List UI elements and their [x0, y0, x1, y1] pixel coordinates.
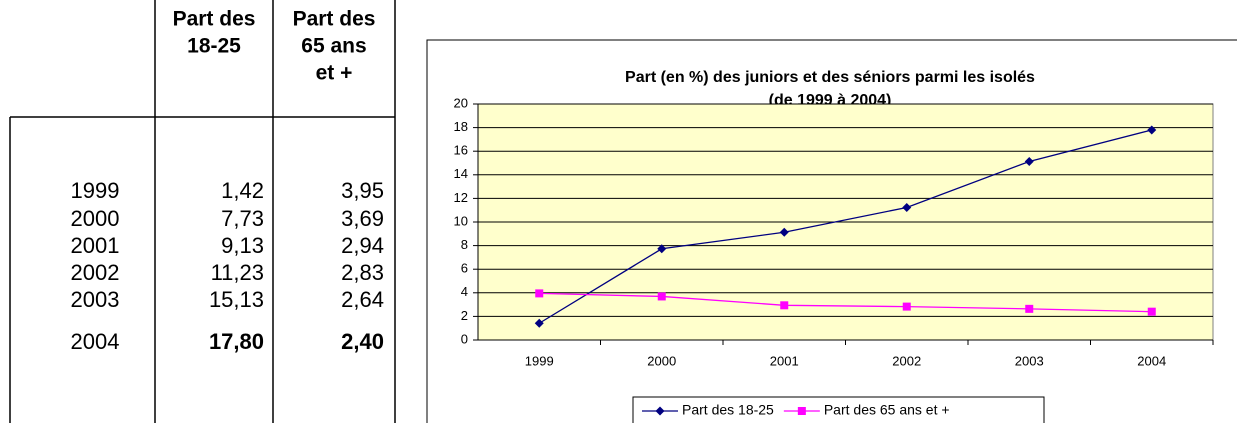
- marker: [902, 202, 912, 212]
- table-cell: 1,42: [221, 178, 264, 203]
- legend: [632, 396, 1045, 423]
- table-cell: 15,13: [209, 287, 264, 312]
- table-cell: 2,83: [341, 260, 384, 285]
- y-tick-label: 6: [461, 261, 468, 276]
- y-tick-label: 0: [461, 331, 468, 346]
- marker: [1147, 307, 1156, 316]
- marker: [535, 289, 544, 298]
- y-tick-label: 10: [454, 213, 468, 228]
- table-cell: 2,64: [341, 287, 384, 312]
- series-line: [538, 129, 1152, 324]
- marker: [655, 406, 665, 416]
- column-header: 65 ans: [301, 35, 366, 58]
- x-tick-label: 2000: [647, 353, 676, 368]
- table-cell: 2,40: [341, 329, 384, 354]
- legend-label: Part des 65 ans et +: [824, 402, 950, 418]
- y-tick-label: 2: [461, 308, 468, 323]
- y-tick-label: 8: [461, 237, 468, 252]
- chart-title: Part (en %) des juniors et des séniors p…: [625, 69, 1035, 86]
- y-tick-label: 16: [454, 143, 468, 158]
- y-tick-label: 12: [454, 190, 468, 205]
- y-tick-label: 14: [454, 166, 468, 181]
- column-header: et +: [316, 62, 353, 85]
- marker: [797, 407, 806, 415]
- marker: [534, 318, 544, 328]
- table-cell: 2,94: [341, 233, 384, 258]
- legend-label: Part des 18-25: [682, 402, 774, 418]
- table-cell: 9,13: [221, 233, 264, 258]
- x-tick-label: 2004: [1137, 353, 1166, 368]
- marker: [902, 302, 911, 311]
- x-tick-label: 2003: [1015, 353, 1044, 368]
- marker: [779, 227, 789, 237]
- row-label: 2004: [71, 329, 120, 354]
- row-label: 2001: [71, 233, 120, 258]
- table-cell: 11,23: [211, 260, 264, 285]
- column-header: Part des: [293, 8, 376, 31]
- marker: [1024, 156, 1034, 166]
- marker: [1147, 125, 1157, 135]
- row-label: 2003: [71, 287, 120, 312]
- column-header: Part des: [173, 8, 256, 31]
- marker: [1025, 304, 1034, 313]
- marker: [657, 244, 667, 254]
- y-tick-label: 4: [461, 284, 468, 299]
- marker: [780, 301, 789, 310]
- table-cell: 17,80: [209, 329, 264, 354]
- x-tick-label: 1999: [525, 353, 554, 368]
- table-cell: 3,95: [341, 178, 384, 203]
- table-rules: [9, 0, 396, 423]
- y-tick-label: 18: [454, 119, 468, 134]
- x-tick-label: 2002: [892, 353, 921, 368]
- row-label: 2002: [71, 260, 120, 285]
- row-label: 1999: [71, 178, 120, 203]
- series-line: [539, 292, 1152, 313]
- x-tick-label: 2001: [770, 353, 799, 368]
- marker: [657, 292, 666, 301]
- column-header: 18-25: [187, 35, 241, 58]
- table-cell: 3,69: [341, 206, 384, 231]
- table-cell: 7,73: [221, 206, 264, 231]
- row-label: 2000: [71, 206, 120, 231]
- y-tick-label: 20: [454, 95, 468, 110]
